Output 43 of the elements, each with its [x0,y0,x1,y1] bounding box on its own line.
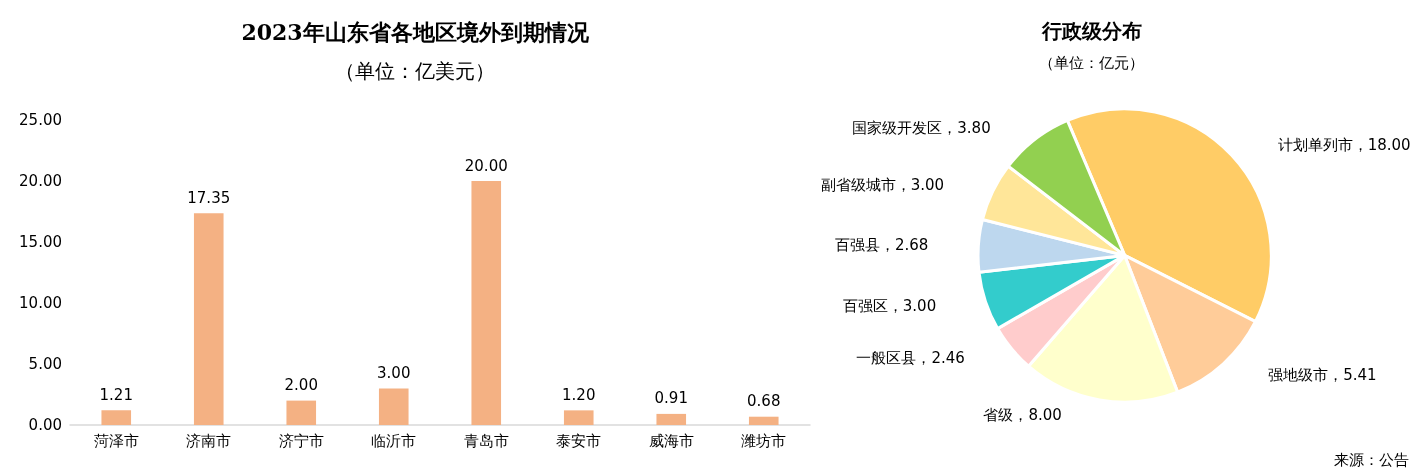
x-tick-label: 临沂市 [371,431,417,450]
x-tick-label: 青岛市 [463,431,509,450]
bar [656,413,687,425]
chart-title: 2023年山东省各地区境外到期情况 [241,19,590,45]
bar [378,388,409,425]
slice-label: 国家级开发区，3.80 [852,118,991,137]
y-tick-label: 15.00 [19,233,62,251]
data-label: 1.21 [99,385,133,404]
chart-title: 行政级分布 [1040,19,1142,43]
bar [286,400,317,425]
y-tick-label: 25.00 [19,111,62,129]
x-tick-label: 泰安市 [556,431,602,450]
bar [471,181,502,425]
bar [193,213,224,425]
slice-label: 百强区，3.00 [842,297,937,316]
x-tick-label: 菏泽市 [93,431,139,450]
bar [563,410,594,425]
bar [101,410,132,425]
slice-label: 一般区县，2.46 [856,349,965,368]
x-tick-label: 威海市 [648,431,694,450]
y-tick-label: 0.00 [28,416,62,434]
data-label: 1.20 [562,385,596,404]
y-tick-label: 5.00 [28,355,62,373]
slice-label: 百强县，2.68 [834,235,929,254]
source-note: 来源：公告 [1334,450,1409,469]
y-tick-label: 20.00 [19,172,62,190]
slice-label: 强地级市，5.41 [1268,366,1377,385]
x-tick-label: 济南市 [186,431,232,450]
bar [748,416,779,425]
slice-label: 副省级城市，3.00 [820,175,945,194]
slice-label: 省级，8.00 [983,405,1062,424]
data-label: 3.00 [377,363,411,382]
chart-subtitle: （单位：亿美元） [335,59,495,83]
x-tick-label: 潍坊市 [741,431,787,450]
data-label: 20.00 [464,156,508,175]
data-label: 2.00 [284,376,318,395]
slice-label: 计划单列市，18.00 [1277,135,1411,154]
chart-subtitle: （单位：亿元） [1039,53,1144,72]
data-label: 17.35 [187,188,231,207]
data-label: 0.68 [747,392,781,411]
x-tick-label: 济宁市 [278,431,324,450]
data-label: 0.91 [654,389,688,408]
y-tick-label: 10.00 [19,294,62,312]
